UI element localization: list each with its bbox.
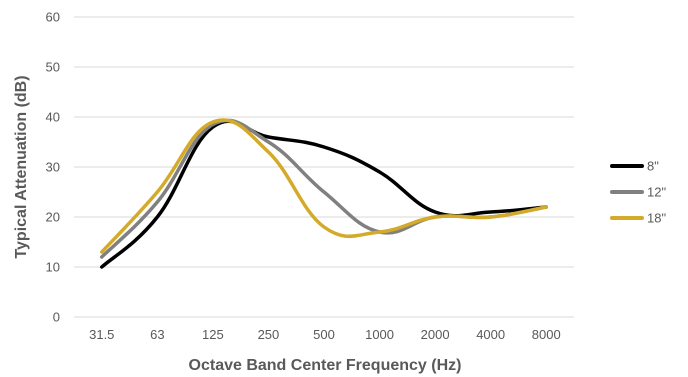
legend: 8" 12" 18": [610, 159, 666, 226]
x-axis-tick-labels: 31.5 63 125 250 500 1000 2000 4000 8000: [89, 327, 561, 342]
y-axis-title: Typical Attenuation (dB): [13, 75, 30, 258]
series-line-0: [100, 119, 548, 269]
series-lines: [100, 118, 548, 269]
legend-label: 8": [647, 159, 659, 174]
y-tick-label: 40: [46, 110, 60, 125]
y-tick-label: 50: [46, 60, 60, 75]
y-tick-label: 20: [46, 210, 60, 225]
x-tick-label: 4000: [476, 327, 505, 342]
y-axis-tick-labels: 0 10 20 30 40 50 60: [46, 10, 60, 325]
x-tick-label: 1000: [365, 327, 394, 342]
x-tick-label: 2000: [421, 327, 450, 342]
x-tick-label: 8000: [532, 327, 561, 342]
x-tick-label: 31.5: [89, 327, 114, 342]
series-line-2: [100, 118, 548, 254]
legend-label: 18": [647, 211, 666, 226]
series-line-1: [100, 118, 548, 259]
y-tick-label: 30: [46, 160, 60, 175]
x-axis-title: Octave Band Center Frequency (Hz): [189, 357, 462, 374]
gridlines: [74, 16, 574, 318]
x-tick-label: 500: [313, 327, 335, 342]
legend-label: 12": [647, 185, 666, 200]
x-tick-label: 250: [258, 327, 280, 342]
x-tick-label: 63: [150, 327, 164, 342]
x-tick-label: 125: [202, 327, 224, 342]
y-tick-label: 0: [53, 310, 60, 325]
y-tick-label: 10: [46, 260, 60, 275]
y-tick-label: 60: [46, 10, 60, 25]
